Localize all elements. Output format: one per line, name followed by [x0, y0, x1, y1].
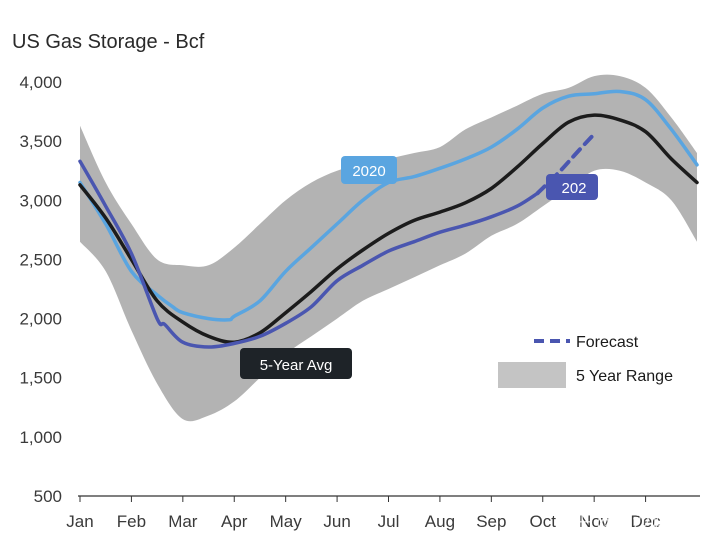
y-tick-label: 500 — [34, 487, 62, 506]
x-tick-label: Nov — [579, 512, 610, 531]
x-tick-label: Apr — [221, 512, 248, 531]
callout-5yr-avg-label: 5-Year Avg — [260, 357, 333, 374]
range-band-area — [80, 74, 697, 422]
y-tick-labels: 4,000 3,500 3,000 2,500 2,000 1,500 1,000 500 — [19, 73, 62, 506]
callout-202-box — [546, 174, 598, 200]
y-tick-label: 1,500 — [19, 369, 62, 388]
series-line-5-year-avg — [78, 113, 699, 345]
y-tick-label: 1,000 — [19, 428, 62, 447]
x-tick-label: Feb — [117, 512, 146, 531]
legend-forecast-label: Forecast — [576, 334, 639, 351]
x-tick-label: Mar — [168, 512, 198, 531]
chart-title: US Gas Storage - Bcf — [12, 31, 205, 53]
y-tick-label: 2,000 — [19, 310, 62, 329]
legend-range-swatch — [498, 362, 566, 388]
x-tick-label: Dec — [630, 512, 661, 531]
x-tick-label: Sep — [476, 512, 506, 531]
x-tick-label: Jun — [323, 512, 350, 531]
y-tick-label: 2,500 — [19, 250, 62, 269]
callout-202-label: 202 — [561, 180, 586, 197]
series-line-202 — [78, 159, 540, 349]
y-tick-label: 3,000 — [19, 191, 62, 210]
series-line-forecast — [535, 132, 597, 196]
callout-5yr-avg-box — [240, 348, 352, 379]
x-tick-label: Jul — [378, 512, 400, 531]
series-lines — [78, 89, 699, 349]
callout-2020-box — [341, 156, 397, 184]
callout-2020-label: 2020 — [352, 163, 385, 180]
watermark: 知乎 @寒沙财情 — [555, 512, 686, 532]
legend-range-label: 5 Year Range — [576, 368, 673, 385]
x-tick-labels: Jan Feb Mar Apr May Jun Jul Aug Sep Oct Nov Dec — [66, 496, 661, 531]
series-line-2020 — [78, 89, 699, 322]
x-tick-label: May — [270, 512, 303, 531]
y-tick-label: 4,000 — [19, 73, 62, 92]
five-year-range-band — [80, 74, 697, 422]
x-tick-label: Jan — [66, 512, 93, 531]
x-tick-label: Oct — [530, 512, 557, 531]
y-tick-label: 3,500 — [19, 132, 62, 151]
x-tick-label: Aug — [425, 512, 455, 531]
